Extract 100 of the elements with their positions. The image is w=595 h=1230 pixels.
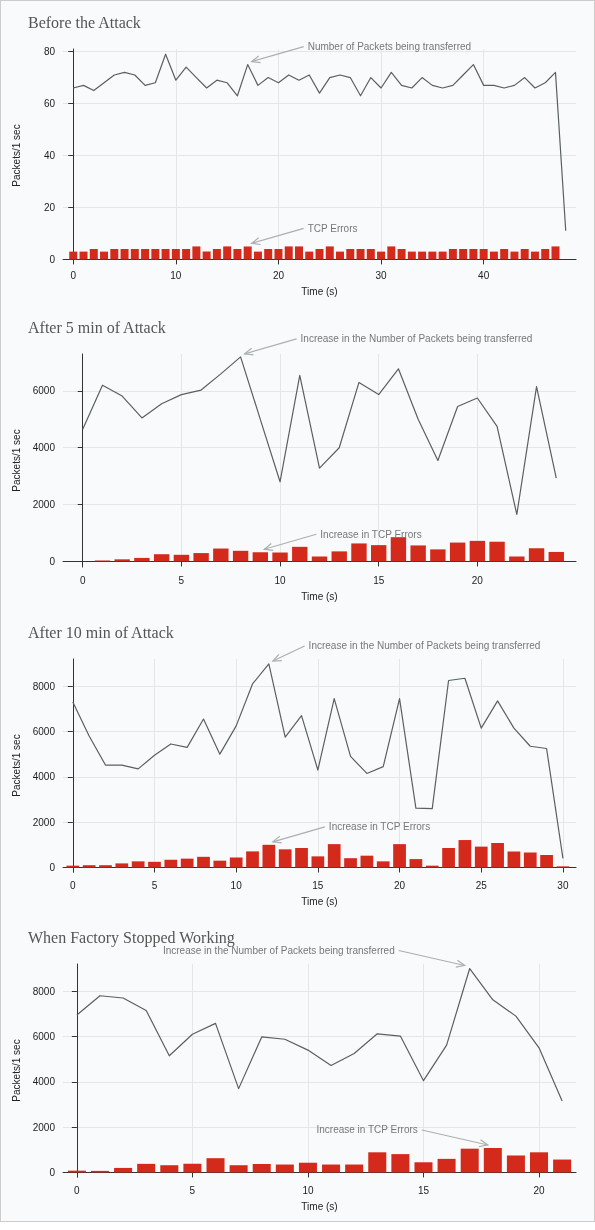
bar [460,1148,479,1173]
bar [327,844,341,868]
x-tick-label: 5 [178,574,185,586]
y-tick-label: 0 [49,555,56,567]
bar [278,849,292,868]
y-tick-label: 20 [43,201,56,213]
y-tick-label: 4000 [32,771,56,783]
y-axis-title: Packets/1 sec [10,124,22,187]
y-tick-label: 6000 [32,726,56,738]
chart-title: Before the Attack [28,13,141,31]
y-tick-label: 2000 [32,816,56,828]
y-tick-label: 6000 [32,1031,56,1043]
bar [437,1158,456,1173]
x-tick-label: 5 [151,879,158,891]
x-tick-label: 10 [274,574,287,586]
y-axis-title: Packets/1 sec [10,429,22,492]
line-series [82,356,557,516]
x-tick-label: 10 [230,879,243,891]
y-tick-label: 40 [43,150,56,161]
bar [540,855,553,868]
annotation: TCP Errors [307,222,358,234]
bar [272,552,288,562]
bar [298,1162,317,1173]
x-tick-label: 15 [417,1184,430,1196]
x-tick-label: 30 [375,269,388,281]
bar [99,865,112,868]
bar [553,1159,572,1173]
y-tick-label: 0 [49,861,56,873]
line-series [72,663,564,859]
bar [548,551,564,562]
x-tick-label: 20 [272,269,285,281]
chart-title: After 10 min of Attack [28,623,174,641]
y-tick-label: 60 [43,98,56,110]
bar [160,1165,179,1173]
bar [137,1163,156,1173]
x-axis-title: Time (s) [301,895,338,907]
bar [489,541,505,562]
y-tick-label: 8000 [32,680,56,692]
annotation: Increase in TCP Errors [316,1124,418,1136]
bar [148,861,161,868]
chart-title: When Factory Stopped Working [28,928,235,947]
y-tick-label: 0 [49,253,56,265]
x-tick-label: 25 [475,879,488,891]
y-axis-title: Packets/1 sec [10,1039,22,1102]
x-tick-label: 15 [312,879,324,891]
bar [430,549,446,562]
bar [414,1162,433,1173]
annotation: Increase in TCP Errors [328,821,431,833]
bar [311,856,325,868]
bar [351,543,367,562]
bar [295,847,308,868]
y-tick-label: 80 [43,46,56,58]
annotation: Increase in the Number of Packets being transferred [300,333,533,345]
x-tick-label: 10 [302,1184,314,1196]
x-tick-label: 15 [373,574,385,586]
y-tick-label: 2000 [32,499,56,511]
bar [491,843,504,868]
bar [528,548,545,562]
bar [193,553,209,562]
bar [523,852,537,868]
x-axis-title: Time (s) [301,590,338,602]
bar [331,551,347,562]
bar [183,1163,202,1173]
bar [82,865,96,868]
x-tick-label: 10 [170,269,182,281]
bar [507,851,521,868]
bar [376,861,390,868]
bar [115,863,129,868]
annotation: Number of Packets being transferred [307,41,472,53]
x-tick-label: 20 [393,879,406,891]
x-tick-label: 20 [471,574,484,586]
bar [474,846,488,868]
x-tick-label: 5 [189,1184,196,1196]
bar [390,537,407,562]
bar [180,858,194,868]
annotation: Increase in TCP Errors [320,528,422,540]
y-tick-label: 0 [49,1166,56,1178]
y-tick-label: 6000 [32,385,56,397]
bar [252,1164,271,1173]
bar [153,554,170,562]
bar [391,1154,410,1173]
bar [368,1152,387,1173]
bar [442,847,455,868]
bar [197,856,210,868]
x-tick-label: 0 [74,1184,81,1196]
bar [292,546,308,562]
x-axis-title: Time (s) [301,1200,338,1212]
bar [393,844,406,868]
bar [134,557,150,562]
chart-title: After 5 min of Attack [28,318,166,336]
x-tick-label: 0 [70,879,77,891]
bar [213,860,227,868]
bar [164,859,178,868]
bar [252,552,268,562]
y-tick-label: 4000 [32,1076,56,1088]
bar [371,545,387,562]
x-tick-label: 20 [533,1184,546,1196]
bar [409,859,423,868]
bar [344,858,357,868]
annotation: Increase in the Number of Packets being transferred [308,640,541,652]
